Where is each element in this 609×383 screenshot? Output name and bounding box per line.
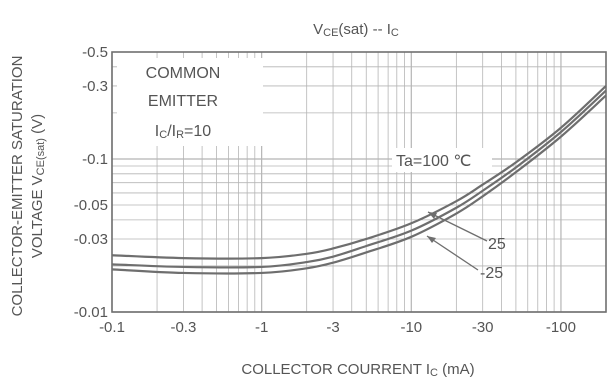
ta-label-background: [392, 148, 492, 172]
series-label-minus25: -25: [480, 265, 503, 282]
y-axis-title-line2: VOLTAGE VCE(sat) (V): [29, 114, 47, 258]
arrowhead-25: [428, 212, 437, 219]
y-tick-label: -0.1: [82, 151, 108, 168]
condition-line-2: EMITTER: [148, 93, 218, 110]
series-label-ta100: Ta=100 ℃: [396, 153, 471, 170]
label-leaders: [426, 211, 488, 271]
x-tick-label: -10: [400, 319, 422, 336]
y-axis-title: COLLECTOR-EMITTER SATURATION VOLTAGE VCE…: [9, 56, 47, 317]
x-tick-label: -3: [326, 319, 339, 336]
plot-border: [111, 51, 607, 313]
y-tick-label: -0.05: [74, 197, 108, 214]
series-line-minus25: [111, 94, 607, 275]
leader-minus25: [426, 235, 479, 271]
x-tick-label: -30: [472, 319, 494, 336]
x-axis-title: COLLECTOR COURRENT IC (mA): [241, 361, 474, 379]
condition-line-1: COMMON: [146, 65, 221, 82]
conditions-box-background: [117, 58, 263, 146]
y-tick-label: -0.03: [74, 231, 108, 248]
chart-title: VCE(sat) -- IC: [313, 21, 399, 39]
x-tick-label: -0.1: [99, 319, 125, 336]
y-tick-label: -0.01: [74, 304, 108, 321]
x-tick-label: -0.3: [170, 319, 196, 336]
series-line-25: [111, 89, 607, 269]
x-tick-label: -1: [255, 319, 268, 336]
y-tick-label: -0.3: [82, 78, 108, 95]
condition-line-3: IC/IR=10: [155, 123, 211, 141]
y-tick-label: -0.5: [82, 44, 108, 61]
series-label-25: 25: [488, 236, 506, 253]
series-lines: [111, 85, 607, 275]
leader-25: [427, 211, 488, 242]
tick-labels: -0.1 -0.3 -1 -3 -10 -30 -100 -0.5 -0.3 -0.1 -0.05 -…: [74, 44, 576, 336]
arrowhead-minus25: [427, 236, 436, 243]
y-axis-title-line1: COLLECTOR-EMITTER SATURATION: [9, 56, 26, 317]
series-line-ta100: [111, 85, 607, 260]
x-tick-label: -100: [546, 319, 576, 336]
conditions-annotation: COMMON EMITTER IC/IR=10: [146, 65, 221, 141]
plot-frame: [111, 51, 607, 313]
